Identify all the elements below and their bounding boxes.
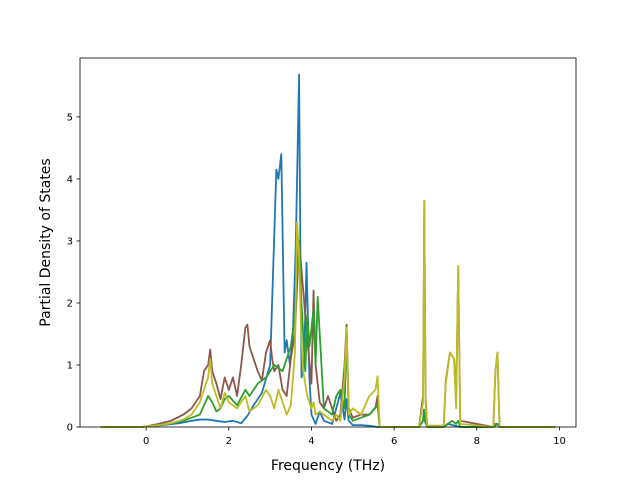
y-tick-label-3: 3	[67, 236, 73, 247]
series-line-3	[100, 199, 556, 428]
x-tick-label-5: 10	[553, 436, 566, 447]
y-tick-label-1: 1	[67, 360, 73, 371]
y-tick-label-0: 0	[67, 423, 73, 434]
x-tick-label-4: 8	[474, 436, 480, 447]
x-tick-label-2: 4	[308, 436, 314, 447]
y-tick-label-2: 2	[67, 298, 73, 309]
y-tick-label-5: 5	[67, 112, 73, 123]
ticks-layer: 0 2 4 6 8 10 0 1 2 3 4 5	[67, 112, 566, 447]
x-axis-label: Frequency (THz)	[271, 458, 385, 474]
y-axis-label: Partial Density of States	[38, 158, 54, 326]
x-tick-label-1: 2	[226, 436, 232, 447]
plot-frame	[79, 57, 577, 428]
x-tick-label-3: 6	[391, 436, 397, 447]
plot-background	[80, 58, 576, 427]
y-tick-label-4: 4	[67, 174, 73, 185]
x-tick-label-0: 0	[143, 436, 149, 447]
series-layer	[100, 73, 556, 428]
